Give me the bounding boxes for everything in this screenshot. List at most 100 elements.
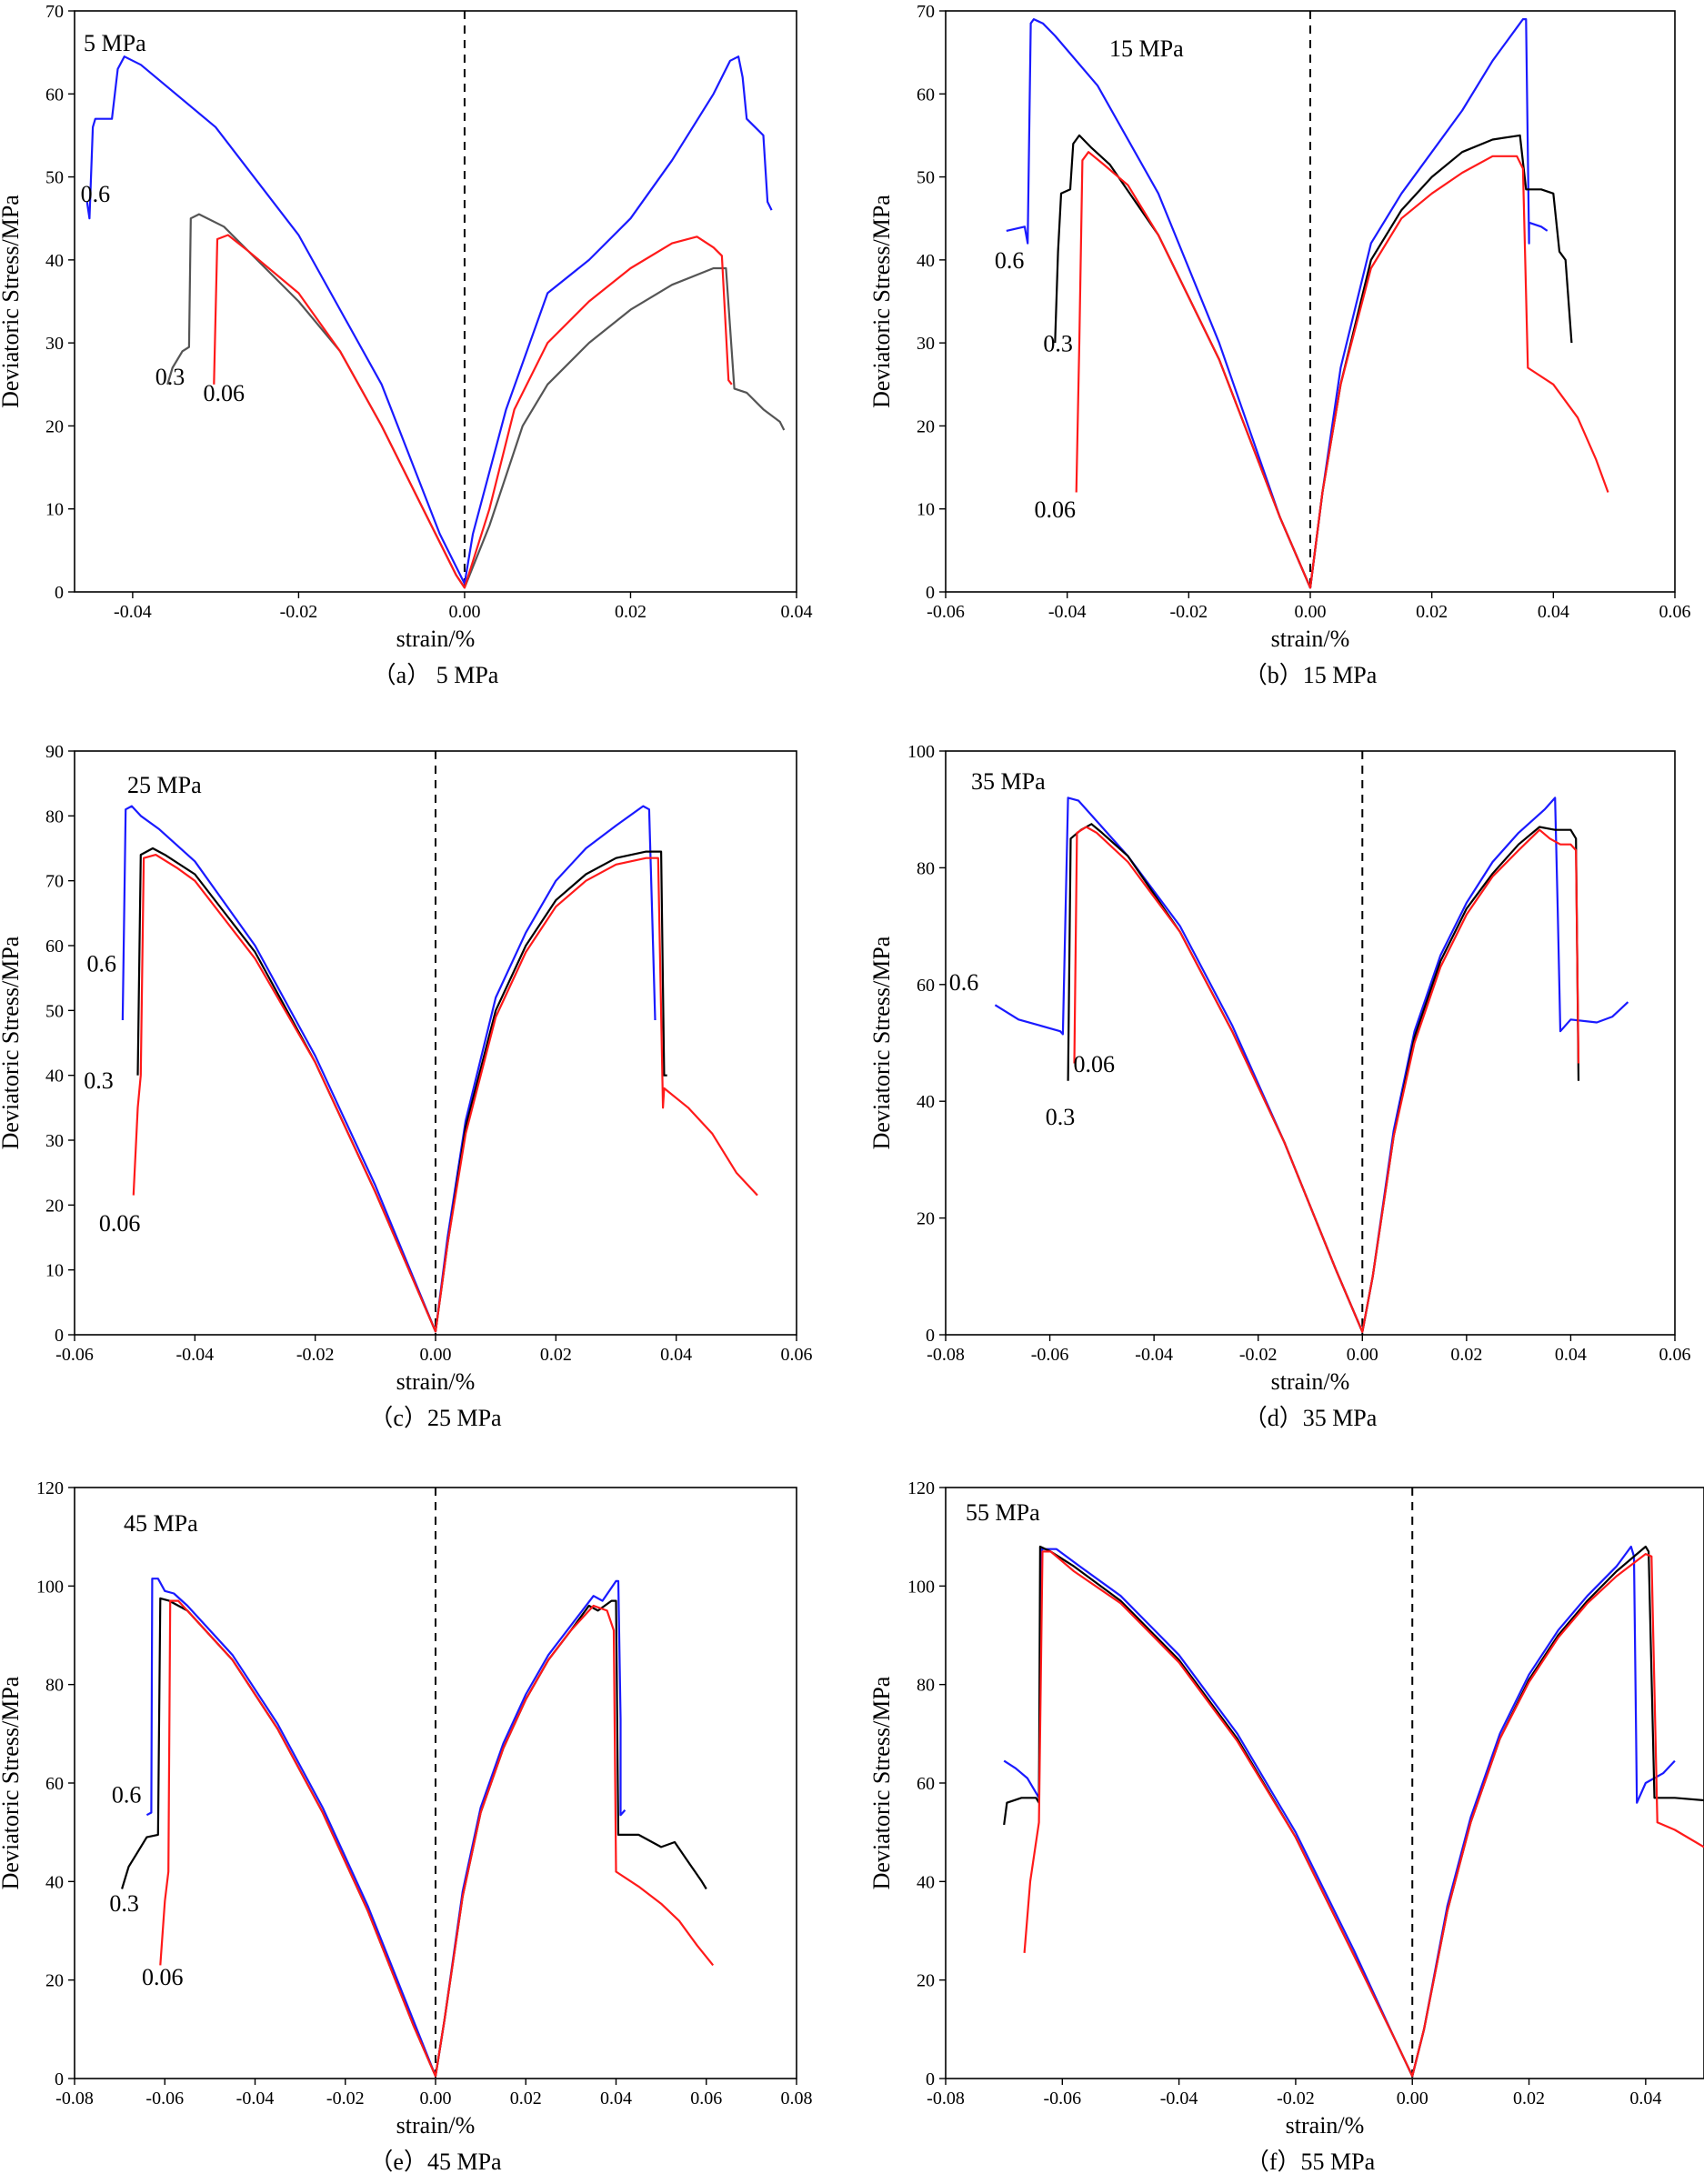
y-tick-label: 40: [45, 1872, 64, 1892]
y-tick-label: 20: [45, 1196, 64, 1216]
series-label-0.06: 0.06: [204, 380, 246, 406]
y-tick-label: 70: [45, 2, 64, 22]
x-tick-label: -0.04: [236, 2089, 275, 2109]
series-line-0.3: [1054, 134, 1573, 589]
x-tick-label: 0.04: [1555, 1345, 1587, 1365]
y-axis-title: Deviatoric Stress/MPa: [868, 1676, 895, 1889]
x-tick-label: -0.02: [1169, 602, 1208, 622]
series-line-0.06: [1023, 1550, 1704, 2078]
chart-panel-f: -0.08 -0.06 -0.04 -0.02 0.00 0.02 0.04 0 20 40 60 8…: [868, 1478, 1704, 2175]
panel-caption: （e）45 MPa: [369, 2149, 502, 2175]
x-tick-label: -0.02: [326, 2089, 365, 2109]
y-tick-label: 30: [45, 1131, 64, 1151]
y-tick-label: 120: [907, 1478, 935, 1498]
x-tick-label: 0.00: [1397, 2089, 1428, 2109]
y-tick-label: 80: [45, 1676, 64, 1696]
x-tick-label: -0.02: [296, 1345, 335, 1365]
y-tick-label: 40: [917, 251, 935, 271]
x-axis-title: strain/%: [1271, 626, 1350, 652]
y-tick-label: 60: [917, 85, 935, 105]
y-tick-label: 20: [917, 416, 935, 436]
x-tick-label: 0.06: [690, 2089, 722, 2109]
y-tick-label: 60: [45, 1774, 64, 1794]
y-axis-title: Deviatoric Stress/MPa: [868, 936, 895, 1149]
series-line-0.06: [213, 234, 733, 589]
y-tick-label: 20: [917, 1971, 935, 1991]
x-axis-title: strain/%: [396, 1368, 476, 1395]
y-tick-label: 10: [45, 1261, 64, 1281]
pressure-label: 25 MPa: [127, 772, 202, 798]
x-tick-label: 0.02: [1416, 602, 1448, 622]
y-tick-label: 60: [45, 85, 64, 105]
x-tick-label: -0.08: [927, 2089, 965, 2109]
y-tick-label: 120: [36, 1478, 64, 1498]
series-label-0.6: 0.6: [87, 951, 117, 977]
chart-panel-c: -0.06 -0.04 -0.02 0.00 0.02 0.04 0.06 0 10 20 30 40…: [0, 742, 813, 1431]
y-axis-title: Deviatoric Stress/MPa: [0, 1676, 24, 1889]
y-tick-label: 30: [45, 334, 64, 354]
y-tick-label: 0: [926, 583, 935, 603]
x-axis-title: strain/%: [1271, 1368, 1350, 1395]
x-tick-label: -0.06: [55, 1345, 94, 1365]
x-tick-label: 0.02: [540, 1345, 572, 1365]
series-line-0.06: [159, 1599, 715, 2078]
series-line-0.3: [121, 1597, 707, 2078]
x-tick-label: 0.00: [420, 1345, 452, 1365]
x-tick-label: -0.08: [927, 1345, 965, 1365]
x-tick-label: 0.04: [781, 602, 813, 622]
chart-panel-b: -0.06 -0.04 -0.02 0.00 0.02 0.04 0.06 0 10 20 30 40…: [868, 2, 1691, 688]
y-tick-label: 20: [45, 416, 64, 436]
series-label-0.06: 0.06: [1035, 496, 1077, 523]
pressure-label: 15 MPa: [1109, 35, 1184, 62]
x-tick-label: 0.00: [448, 602, 480, 622]
x-tick-label: -0.02: [280, 602, 318, 622]
x-tick-label: -0.02: [1239, 1345, 1278, 1365]
y-tick-label: 50: [45, 1001, 64, 1021]
series-line-0.06: [132, 854, 758, 1333]
x-tick-label: 0.04: [660, 1345, 692, 1365]
chart-panel-d: -0.08 -0.06 -0.04 -0.02 0.00 0.02 0.04 0.06 0 20 4…: [868, 742, 1691, 1431]
y-tick-label: 100: [907, 1577, 935, 1597]
series-label-0.6: 0.6: [81, 181, 111, 207]
x-tick-label: 0.00: [1295, 602, 1327, 622]
y-tick-label: 40: [45, 251, 64, 271]
y-tick-label: 10: [917, 500, 935, 520]
x-axis-title: strain/%: [396, 626, 476, 652]
x-tick-label: -0.04: [1135, 1345, 1173, 1365]
y-tick-label: 0: [55, 583, 64, 603]
x-tick-label: -0.04: [1048, 602, 1087, 622]
x-tick-label: -0.04: [114, 602, 152, 622]
panel-caption: （a） 5 MPa: [373, 662, 499, 688]
y-tick-label: 80: [917, 858, 935, 878]
series-label-0.3: 0.3: [1043, 330, 1073, 356]
x-tick-label: 0.02: [615, 602, 647, 622]
x-tick-label: 0.02: [1450, 1345, 1482, 1365]
y-tick-label: 40: [45, 1067, 64, 1087]
panel-caption: （f）55 MPa: [1246, 2149, 1376, 2175]
series-line-0.3: [136, 847, 667, 1333]
x-tick-label: 0.02: [510, 2089, 542, 2109]
series-line-0.6: [1006, 18, 1549, 589]
series-line-0.3: [1067, 823, 1580, 1333]
x-tick-label: -0.06: [145, 2089, 184, 2109]
pressure-label: 45 MPa: [124, 1510, 198, 1537]
x-tick-label: 0.00: [420, 2089, 452, 2109]
y-tick-label: 90: [45, 742, 64, 762]
series-label-0.06: 0.06: [99, 1210, 141, 1237]
y-tick-label: 40: [917, 1092, 935, 1112]
series-label-0.06: 0.06: [142, 1964, 184, 1990]
y-tick-label: 80: [45, 806, 64, 827]
y-tick-label: 100: [36, 1577, 64, 1597]
y-axis-title: Deviatoric Stress/MPa: [868, 195, 895, 408]
y-tick-label: 50: [917, 168, 935, 188]
series-label-0.3: 0.3: [109, 1890, 139, 1917]
series-line-0.6: [1003, 1545, 1676, 2078]
series-line-0.3: [166, 213, 786, 589]
y-tick-label: 70: [917, 2, 935, 22]
x-tick-label: -0.02: [1277, 2089, 1315, 2109]
series-label-0.3: 0.3: [155, 364, 185, 390]
x-tick-label: -0.06: [927, 602, 965, 622]
y-tick-label: 70: [45, 872, 64, 892]
pressure-label: 55 MPa: [966, 1499, 1040, 1526]
chart-panel-a: -0.04 -0.02 0.00 0.02 0.04 0 10 20 30 40 50 60 70 0.6…: [0, 2, 813, 688]
